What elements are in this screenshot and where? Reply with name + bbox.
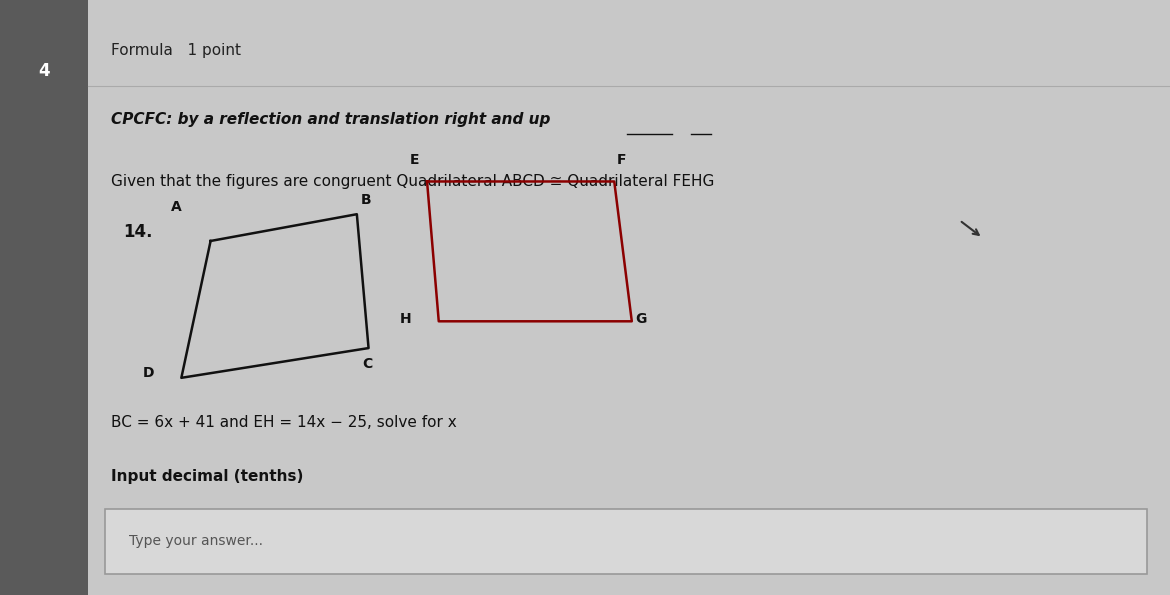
Text: Input decimal (tenths): Input decimal (tenths): [111, 468, 303, 484]
Text: Type your answer...: Type your answer...: [129, 534, 263, 549]
Text: Given that the figures are congruent Quadrilateral ABCD ≅ Quadrilateral FEHG: Given that the figures are congruent Qua…: [111, 174, 715, 189]
Text: F: F: [617, 152, 626, 167]
Text: 4: 4: [39, 62, 50, 80]
Text: A: A: [171, 200, 181, 214]
Text: H: H: [400, 312, 412, 327]
Text: D: D: [143, 366, 154, 380]
Text: C: C: [363, 357, 373, 371]
Text: E: E: [410, 152, 419, 167]
FancyBboxPatch shape: [105, 509, 1147, 574]
Text: Formula   1 point: Formula 1 point: [111, 43, 241, 58]
Text: BC = 6x + 41 and EH = 14x − 25, solve for x: BC = 6x + 41 and EH = 14x − 25, solve fo…: [111, 415, 457, 430]
Text: 14.: 14.: [123, 223, 152, 241]
Text: B: B: [360, 193, 371, 207]
Text: CPCFC: by a reflection and translation right and up: CPCFC: by a reflection and translation r…: [111, 111, 551, 127]
FancyBboxPatch shape: [0, 0, 88, 595]
Text: G: G: [635, 312, 647, 327]
